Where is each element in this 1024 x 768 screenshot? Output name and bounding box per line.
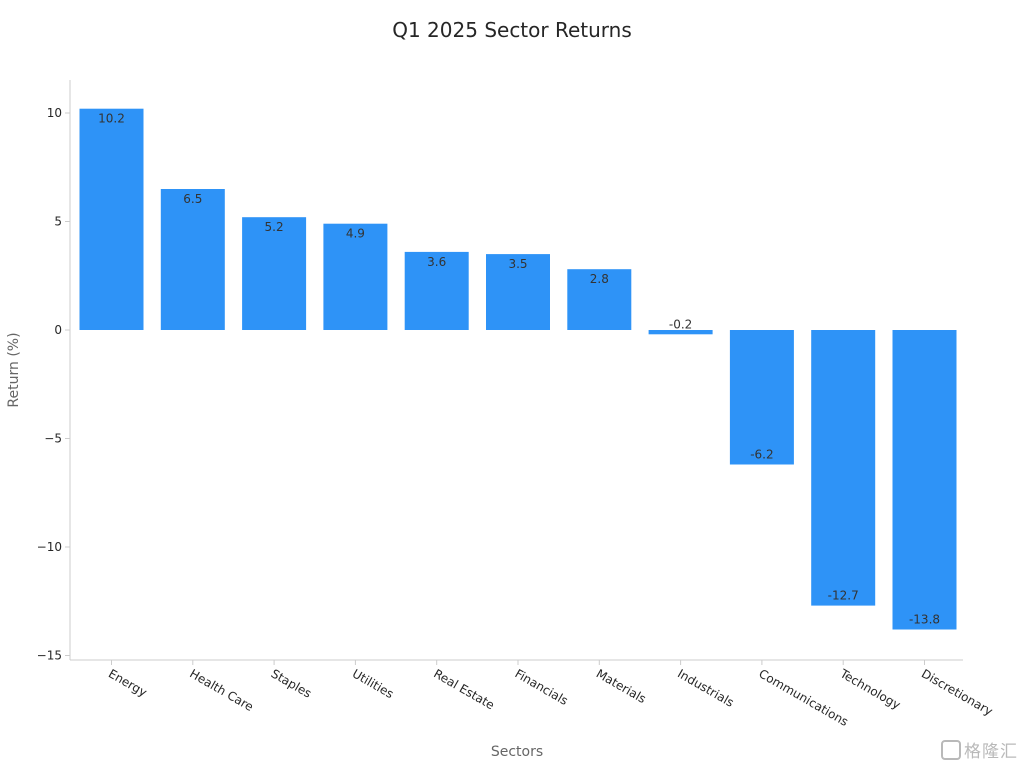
bar-materials	[567, 269, 632, 330]
data-label: 5.2	[265, 220, 284, 234]
data-label: -12.7	[828, 589, 859, 603]
data-label: 3.5	[508, 257, 527, 271]
bar-financials	[486, 254, 550, 330]
bar-communications	[729, 330, 794, 465]
x-axis-title: Sectors	[491, 744, 543, 760]
x-tick-label: Financials	[513, 666, 571, 708]
bar-staples	[242, 217, 307, 330]
y-ticks-layer: 10 5 0 −5 −10 −15	[37, 106, 70, 663]
y-tick-label: −10	[37, 540, 62, 554]
watermark-text: 格隆汇	[964, 742, 1018, 762]
x-tick-label: Industrials	[675, 666, 736, 709]
y-tick-label: −5	[44, 432, 62, 446]
data-labels-layer: 10.2 6.5 5.2 4.9 3.6 3.5 2.8 -0.2 -6.2 -12.7 -13.8	[98, 112, 940, 627]
bar-discretionary	[892, 330, 957, 630]
data-label: 6.5	[183, 192, 202, 206]
x-tick-label: Staples	[269, 666, 314, 700]
x-tick-label: Energy	[106, 666, 149, 699]
bar-health-care	[160, 189, 225, 330]
x-tick-label: Utilities	[350, 666, 396, 701]
bar-industrials	[648, 330, 713, 335]
chart-title: Q1 2025 Sector Returns	[392, 18, 632, 42]
x-ticks-layer: Energy Health Care Staples Utilities Real Es…	[106, 660, 995, 729]
bar-technology	[811, 330, 876, 606]
bar-utilities	[323, 223, 388, 330]
watermark-logo-icon	[941, 740, 961, 760]
data-label: -0.2	[669, 317, 692, 331]
x-tick-label: Materials	[594, 666, 649, 706]
y-tick-label: 5	[54, 215, 62, 229]
data-label: -13.8	[909, 613, 940, 627]
y-tick-label: 0	[54, 323, 62, 337]
bar-energy	[79, 108, 144, 330]
bar-real-estate	[404, 251, 469, 330]
data-label: 10.2	[98, 112, 125, 126]
data-label: 4.9	[346, 227, 365, 241]
x-tick-label: Communications	[756, 666, 850, 729]
x-tick-label: Health Care	[187, 666, 256, 714]
data-label: 3.6	[427, 255, 446, 269]
bars-layer	[79, 108, 957, 630]
x-tick-label: Technology	[837, 666, 903, 712]
y-axis-title: Return (%)	[6, 332, 22, 407]
watermark: 格隆汇	[941, 737, 1018, 762]
data-label: -6.2	[750, 448, 773, 462]
y-tick-label: −15	[37, 649, 62, 663]
data-label: 2.8	[590, 272, 609, 286]
x-tick-label: Real Estate	[431, 666, 497, 712]
x-tick-label: Discretionary	[919, 666, 995, 718]
y-tick-label: 10	[47, 106, 62, 120]
